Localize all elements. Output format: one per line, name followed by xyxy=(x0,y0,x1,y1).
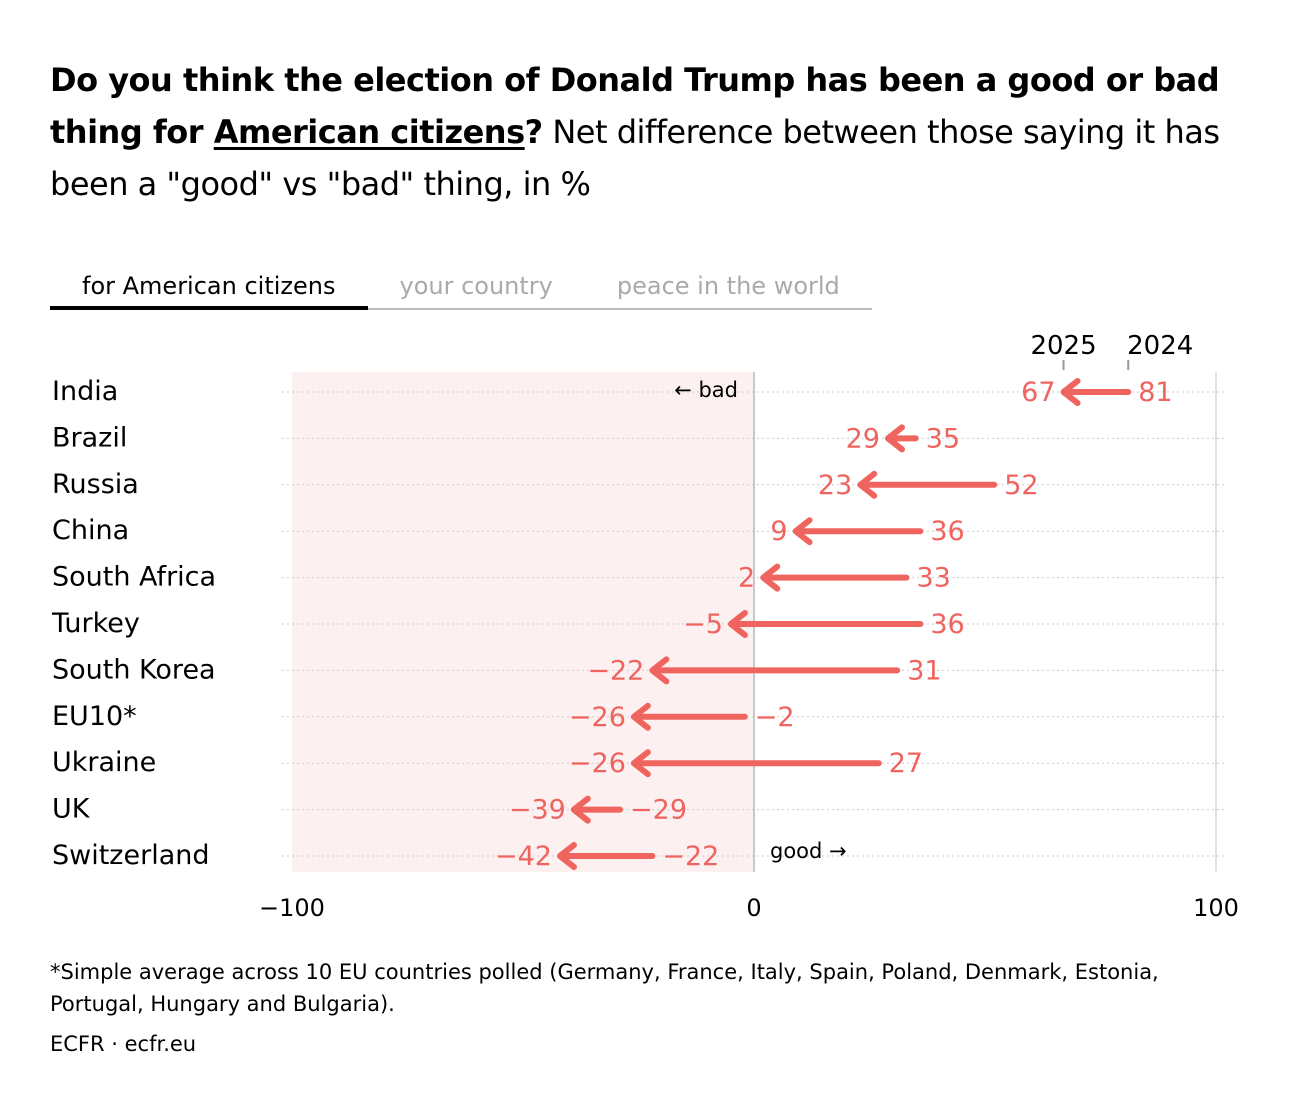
country-label: Ukraine xyxy=(52,747,156,778)
value-label-2024: −22 xyxy=(662,841,719,872)
country-label: China xyxy=(52,515,129,546)
negative-region xyxy=(292,372,754,872)
country-label: South Africa xyxy=(52,562,216,593)
bad-annotation: ← bad xyxy=(674,378,738,402)
country-label: Switzerland xyxy=(52,840,210,871)
value-label-2024: 27 xyxy=(889,748,923,779)
arrow-head xyxy=(792,517,813,546)
value-label-2025: 23 xyxy=(818,470,852,501)
source: ECFR · ecfr.eu xyxy=(50,1032,197,1056)
value-label-2024: 81 xyxy=(1138,377,1172,408)
value-label-2025: 29 xyxy=(846,423,880,454)
country-label: South Korea xyxy=(52,654,216,685)
title-highlight: American citizens xyxy=(213,113,525,151)
value-label-2024: 31 xyxy=(907,655,941,686)
arrow-head xyxy=(727,610,748,638)
value-label-2025: −39 xyxy=(509,795,566,826)
country-label: Russia xyxy=(52,469,139,500)
title-question-mark: ? xyxy=(524,113,544,151)
arrow-head xyxy=(1060,378,1081,406)
arrow-head xyxy=(556,842,577,870)
tab-your-country[interactable]: your country xyxy=(367,272,585,310)
arrow-head xyxy=(884,424,905,453)
arrow-head xyxy=(857,470,878,499)
value-label-2025: −5 xyxy=(683,609,723,640)
value-label-2024: 36 xyxy=(930,516,964,547)
x-tick-label: −100 xyxy=(259,894,325,922)
value-label-2024: 36 xyxy=(930,609,964,640)
x-tick-label: 100 xyxy=(1193,894,1239,922)
chart-title: Do you think the election of Donald Trum… xyxy=(50,54,1230,210)
tab-bar: for American citizens your country peace… xyxy=(50,272,872,310)
value-label-2025: −22 xyxy=(587,655,644,686)
country-label: UK xyxy=(52,794,91,825)
country-label: Turkey xyxy=(51,608,140,639)
value-label-2025: −26 xyxy=(569,702,626,733)
arrow-head xyxy=(760,563,781,592)
value-label-2024: 33 xyxy=(916,563,950,594)
legend-2024: 2024 xyxy=(1127,331,1193,361)
arrow-head xyxy=(630,702,651,731)
value-label-2024: 35 xyxy=(926,423,960,454)
value-label-2024: 52 xyxy=(1004,470,1038,501)
title-subtitle: Net difference between those saying it h… xyxy=(50,113,1220,203)
arrow-head xyxy=(649,656,670,685)
footnote: *Simple average across 10 EU countries p… xyxy=(50,960,1159,1016)
title-bold: Do you think the election of Donald Trum… xyxy=(50,61,1220,151)
legend-2025: 2025 xyxy=(1030,331,1096,361)
value-label-2025: −42 xyxy=(495,841,552,872)
value-label-2024: −29 xyxy=(630,795,687,826)
value-label-2025: 9 xyxy=(770,516,787,547)
arrow-head xyxy=(630,749,651,778)
tab-peace-in-the-world[interactable]: peace in the world xyxy=(584,272,872,310)
value-label-2025: 67 xyxy=(1021,377,1055,408)
country-label: India xyxy=(52,376,118,407)
good-annotation: good → xyxy=(770,839,847,863)
country-label: Brazil xyxy=(52,422,127,453)
x-tick-label: 0 xyxy=(746,894,761,922)
value-label-2024: −2 xyxy=(755,702,795,733)
arrow-head xyxy=(570,795,591,824)
country-label: EU10* xyxy=(52,701,137,732)
tab-american-citizens[interactable]: for American citizens xyxy=(50,272,368,310)
value-label-2025: −26 xyxy=(569,748,626,779)
value-label-2025: 2 xyxy=(738,563,755,594)
